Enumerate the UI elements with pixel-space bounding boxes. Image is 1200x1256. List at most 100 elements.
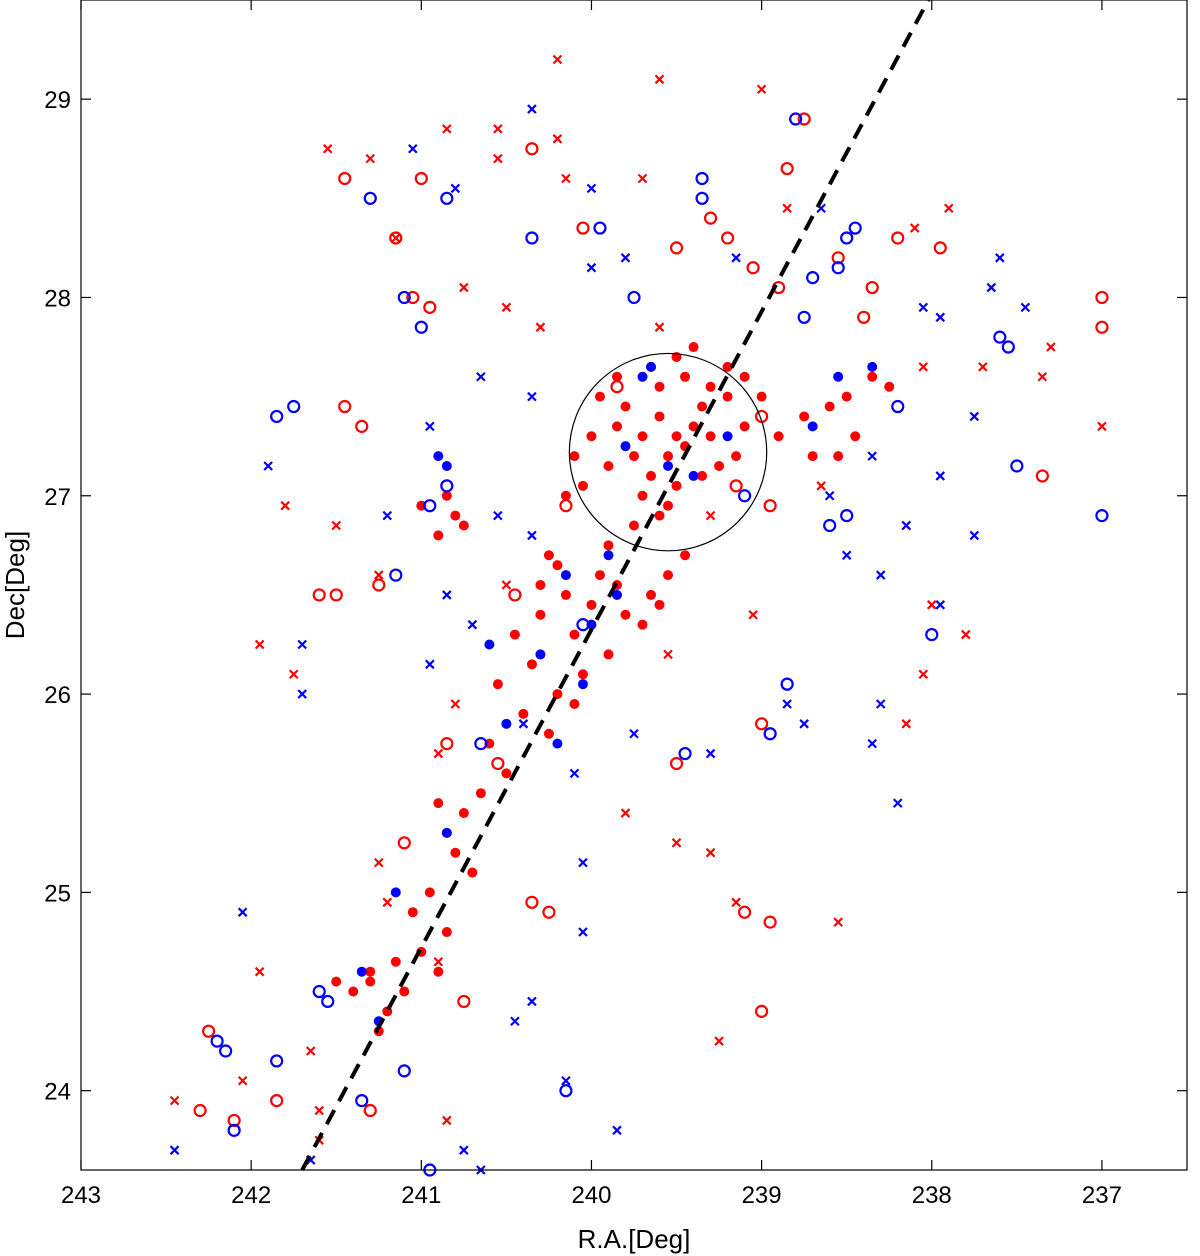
- data-point-open-red: [755, 1004, 769, 1018]
- data-point-x-red: [654, 74, 665, 85]
- data-point-filled-red: [646, 589, 657, 600]
- data-point-open-blue: [840, 508, 854, 523]
- data-point-x-blue: [969, 530, 980, 541]
- data-point-filled-red: [841, 391, 852, 402]
- data-point-filled-red: [569, 629, 580, 640]
- data-point-filled-red: [467, 867, 478, 878]
- data-point-x-blue: [901, 520, 912, 531]
- data-point-filled-red: [569, 698, 580, 709]
- data-point-x-blue: [969, 411, 980, 422]
- data-point-filled-red: [850, 431, 861, 442]
- data-point-filled-red: [646, 470, 657, 481]
- x-tick-label: 238: [912, 1182, 952, 1209]
- data-point-x-blue: [705, 748, 716, 759]
- data-point-filled-red: [637, 431, 648, 442]
- data-point-open-blue: [210, 1034, 224, 1048]
- data-point-x-blue: [1020, 302, 1031, 313]
- x-tick-label: 239: [742, 1182, 782, 1209]
- data-point-open-red: [746, 261, 760, 275]
- data-point-x-blue: [527, 530, 537, 541]
- data-point-open-blue: [227, 1123, 241, 1137]
- data-point-filled-red: [680, 371, 691, 382]
- data-point-filled-red: [492, 679, 503, 690]
- x-axis-label: R.A.[Deg]: [578, 1224, 691, 1254]
- data-point-filled-red: [399, 986, 410, 997]
- data-point-x-red: [237, 1075, 248, 1086]
- x-tick-label: 242: [231, 1182, 271, 1209]
- data-point-filled-red: [611, 421, 622, 432]
- data-point-open-red: [669, 756, 684, 771]
- data-point-open-red: [193, 1103, 207, 1118]
- data-point-filled-red: [450, 847, 461, 858]
- data-point-filled-red: [611, 371, 622, 382]
- plot-frame: [80, 0, 1188, 1171]
- data-point-x-red: [365, 153, 376, 164]
- data-point-filled-blue: [441, 461, 452, 472]
- data-point-x-blue: [995, 253, 1005, 263]
- data-point-filled-red: [654, 381, 665, 392]
- data-point-filled-blue: [807, 421, 818, 432]
- data-point-x-red: [280, 500, 290, 511]
- data-point-filled-red: [654, 411, 665, 422]
- data-point-open-red: [525, 895, 539, 909]
- data-point-x-blue: [875, 570, 886, 580]
- data-point-filled-red: [714, 461, 725, 472]
- dashed-fit-line: [300, 0, 931, 1171]
- x-tick-label: 237: [1082, 1182, 1122, 1209]
- data-point-filled-red: [458, 808, 469, 819]
- data-point-open-blue: [797, 310, 811, 324]
- data-point-x-blue: [450, 183, 461, 194]
- data-point-filled-red: [833, 451, 844, 462]
- data-point-x-blue: [237, 907, 248, 917]
- data-point-filled-blue: [867, 361, 878, 372]
- data-point-filled-red: [637, 490, 648, 501]
- data-point-x-red: [961, 629, 971, 640]
- data-point-filled-blue: [441, 827, 452, 838]
- data-point-filled-red: [594, 570, 605, 581]
- data-point-filled-blue: [577, 679, 588, 690]
- data-point-filled-red: [458, 520, 469, 531]
- data-point-open-red: [755, 717, 769, 731]
- data-point-open-blue: [925, 627, 939, 642]
- data-point-open-blue: [363, 191, 377, 205]
- data-point-open-blue: [559, 1084, 573, 1098]
- data-point-filled-red: [441, 927, 452, 938]
- data-point-x-red: [663, 649, 673, 660]
- data-point-filled-red: [577, 669, 588, 680]
- data-point-x-red: [373, 857, 384, 868]
- data-point-x-blue: [425, 659, 435, 670]
- data-point-x-blue: [493, 510, 503, 521]
- data-point-filled-red: [535, 609, 546, 620]
- data-point-filled-red: [577, 480, 588, 491]
- data-point-x-blue: [459, 1145, 469, 1155]
- x-tick-label: 241: [401, 1182, 441, 1209]
- data-point-filled-red: [603, 540, 614, 551]
- data-point-x-blue: [841, 550, 852, 561]
- data-point-filled-red: [535, 580, 546, 590]
- data-point-x-red: [314, 1105, 324, 1116]
- data-point-open-red: [338, 171, 352, 186]
- data-point-open-red: [933, 241, 947, 255]
- data-point-x-red: [552, 54, 563, 65]
- data-point-filled-red: [569, 451, 580, 462]
- data-point-filled-red: [518, 708, 529, 719]
- data-point-open-blue: [831, 261, 845, 275]
- data-point-open-red: [363, 1103, 377, 1118]
- data-point-x-red: [671, 838, 682, 848]
- data-point-filled-red: [629, 451, 639, 462]
- data-point-x-red: [501, 302, 512, 313]
- data-point-open-blue: [474, 737, 488, 751]
- data-point-open-red: [542, 905, 556, 919]
- data-point-open-red: [780, 161, 794, 176]
- data-point-x-red: [254, 639, 265, 650]
- plot-background: [81, 0, 1187, 1170]
- data-point-x-blue: [620, 253, 631, 263]
- data-point-x-blue: [799, 719, 809, 729]
- data-point-filled-red: [450, 510, 461, 521]
- data-point-filled-blue: [390, 887, 401, 898]
- data-point-x-blue: [867, 738, 877, 749]
- data-point-filled-red: [680, 550, 691, 561]
- data-point-x-blue: [731, 253, 741, 263]
- data-point-filled-blue: [535, 649, 546, 660]
- data-point-filled-blue: [611, 589, 622, 600]
